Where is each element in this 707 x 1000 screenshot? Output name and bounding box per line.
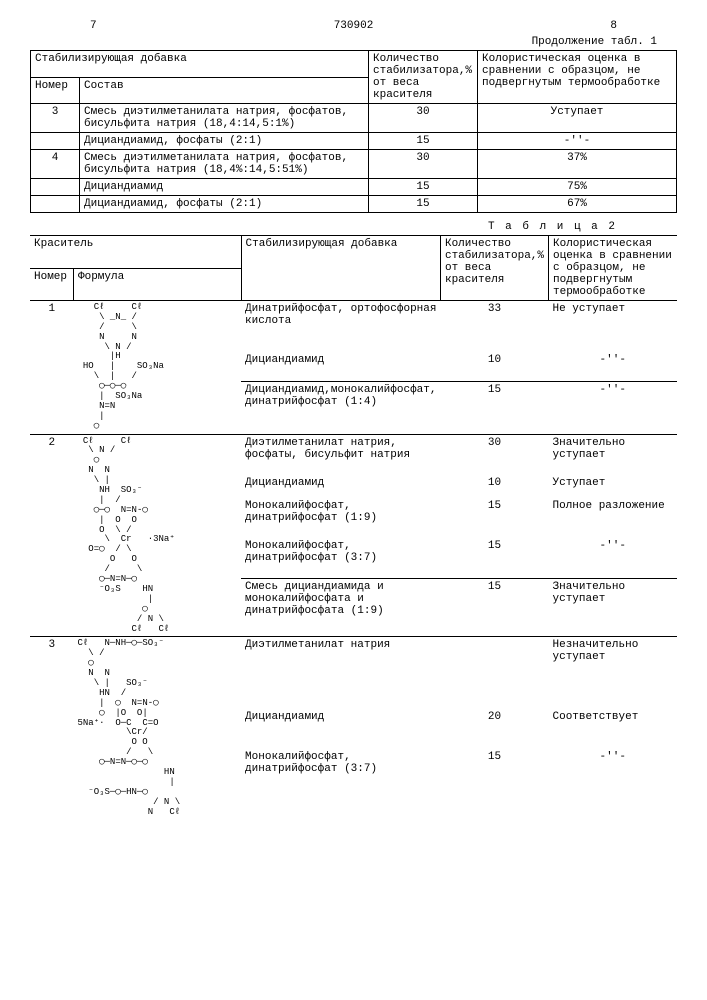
th-sostav: Состав xyxy=(80,77,369,104)
th-eval: Колористическая оценка в сравнении с обр… xyxy=(478,51,677,104)
continuation-label: Продолжение табл. 1 xyxy=(30,36,677,48)
table-2-title: Т а б л и ц а 2 xyxy=(30,221,677,233)
th-qty: Количество стабилизатора,% от веса краси… xyxy=(369,51,478,104)
table-row: 1 Cℓ Cℓ \ _N_ / / \ N N \ N / |H HO | SO… xyxy=(30,301,677,352)
th-num: Номер xyxy=(31,77,80,104)
th-add: Стабилизирующая добавка xyxy=(241,236,440,301)
th-dye: Краситель xyxy=(30,236,241,269)
chem-structure-2: Cℓ Cℓ \ N / ◯ N N \ | NH SO₃⁻ | / ◯─◯ N=… xyxy=(78,437,238,635)
th-stabilizer: Стабилизирующая добавка xyxy=(31,51,369,78)
chem-structure-3: Cℓ N─NH─◯─SO₃⁻ \ / ◯ N N \ | SO₃⁻ HN / |… xyxy=(78,639,238,817)
table-row: 3 Смесь диэтилметанилата натрия, фосфато… xyxy=(31,104,677,133)
table-row: 2 Cℓ Cℓ \ N / ◯ N N \ | NH SO₃⁻ | / ◯─◯ … xyxy=(30,434,677,475)
th-qty2: Количество стабилизатора,% от веса краси… xyxy=(440,236,548,301)
table-row: 4 Смесь диэтилметанилата натрия, фосфато… xyxy=(31,150,677,179)
chem-structure-1: Cℓ Cℓ \ _N_ / / \ N N \ N / |H HO | SO₃N… xyxy=(78,303,238,432)
table-row: Дициандиамид, фосфаты (2:1) 15 67% xyxy=(31,196,677,213)
table-row: 3 Cℓ N─NH─◯─SO₃⁻ \ / ◯ N N \ | SO₃⁻ HN /… xyxy=(30,637,677,709)
th-num2: Номер xyxy=(30,268,74,301)
th-eval2: Колористическая оценка в сравнении с обр… xyxy=(549,236,678,301)
table-1: Стабилизирующая добавка Количество стаби… xyxy=(30,50,677,213)
table-row: Дициандиамид, фосфаты (2:1) 15 -''- xyxy=(31,133,677,150)
doc-number: 730902 xyxy=(334,20,374,32)
page-num-left: 7 xyxy=(90,20,97,32)
th-formula: Формула xyxy=(74,268,242,301)
table-row: Дициандиамид 15 75% xyxy=(31,179,677,196)
page-header: 7 730902 8 xyxy=(30,20,677,32)
page-num-right: 8 xyxy=(610,20,617,32)
table-2: Краситель Стабилизирующая добавка Количе… xyxy=(30,235,677,819)
